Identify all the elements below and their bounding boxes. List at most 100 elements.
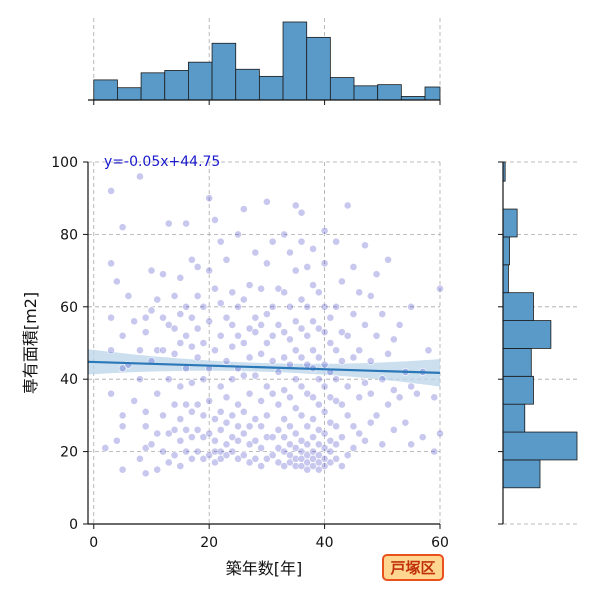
scatter-point [176,273,185,282]
scatter-point [193,425,202,434]
scatter-point [245,422,254,431]
scatter-point [136,346,144,355]
scatter-point [199,375,208,384]
scatter-point [343,201,352,210]
scatter-point [430,393,439,402]
scatter-point [251,371,260,380]
scatter-point [314,425,323,434]
scatter-point [355,346,364,355]
top-histogram [88,18,441,105]
scatter-point [176,415,185,423]
scatter-point [251,328,260,337]
scatter-point [291,375,300,384]
scatter-point [349,422,358,431]
scatter-point [245,353,254,362]
scatter-point [314,375,323,384]
scatter-point [199,339,208,347]
scatter-point [234,400,242,409]
scatter-point [262,259,271,268]
scatter-point [378,375,387,384]
scatter-point [228,288,237,297]
scatter-point [211,447,219,456]
top-hist-bar [282,21,308,101]
scatter-point [320,454,329,463]
scatter-point [291,346,300,355]
scatter-point [280,447,289,456]
scatter-point [199,433,208,442]
scatter-point [274,368,283,376]
scatter-point [147,266,156,275]
scatter-point [326,418,335,427]
scatter-point [176,382,185,391]
scatter-point [395,393,404,402]
scatter-point [332,302,341,311]
top-hist-bar [211,42,237,101]
scatter-point [239,339,248,347]
scatter-point [187,255,196,264]
scatter-point [378,440,387,449]
scatter-point [239,407,248,416]
scatter-point [141,407,150,416]
scatter-point [343,331,352,340]
scatter-point [366,418,375,427]
scatter-point [118,364,127,373]
scatter-point [262,382,271,391]
scatter-point [222,440,231,449]
scatter-point [251,454,260,463]
scatter-point [251,415,260,423]
scatter-point [187,454,196,463]
scatter-point [372,331,381,340]
scatter-point [222,313,231,322]
scatter-point [118,411,127,420]
scatter-point [286,451,294,460]
scatter-point [101,444,110,452]
scatter-point [338,433,346,442]
ward-badge: 戸塚区 [382,554,444,581]
scatter-point [303,440,312,449]
scatter-point [395,320,404,329]
scatter-point [222,357,231,365]
right-hist-bar [502,403,526,433]
scatter-point [164,375,173,384]
scatter-point [280,386,289,394]
scatter-point [164,219,173,228]
scatter-point [268,302,277,311]
scatter-point [187,407,196,416]
scatter-point [107,187,115,195]
y-tick-label: 80 [60,227,78,243]
right-hist-bar [502,264,509,294]
scatter-point [372,411,381,420]
scatter-point [314,288,323,297]
scatter-point [153,346,162,355]
scatter-point [389,386,398,394]
x-axis-label: 築年数[年] [226,559,303,578]
scatter-point [303,389,312,398]
scatter-point [326,447,335,456]
scatter-point [118,331,127,340]
scatter-point [170,451,179,460]
scatter-point [193,292,202,300]
scatter-point [159,447,167,456]
scatter-point [107,389,115,398]
scatter-point [262,310,271,318]
scatter-point [136,172,144,181]
scatter-point [309,346,317,355]
scatter-point [112,436,121,445]
scatter-point [418,433,427,442]
scatter-point [303,331,312,340]
scatter-point [430,447,439,456]
scatter-point [314,440,323,449]
scatter-point [205,266,214,275]
scatter-point [355,393,364,402]
scatter-point [320,382,329,391]
scatter-point [216,331,225,340]
scatter-point [297,353,306,362]
scatter-point [211,415,219,423]
scatter-point [291,266,300,275]
scatter-point [211,284,219,293]
scatter-point [361,320,369,329]
scatter-point [262,454,271,463]
scatter-point [332,375,341,384]
right-hist-bar [502,208,518,238]
scatter-point [280,288,289,297]
